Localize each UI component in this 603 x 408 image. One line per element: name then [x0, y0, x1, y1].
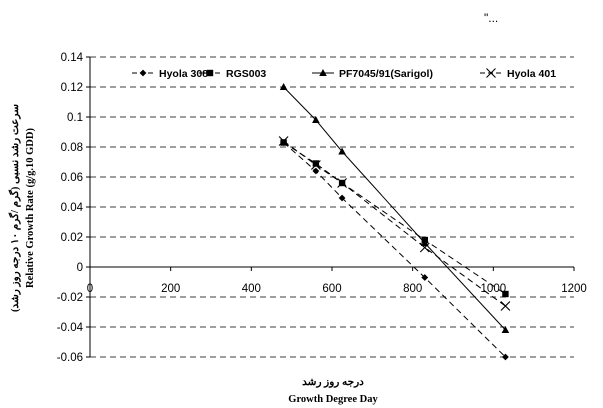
x-axis-title-english: Growth Degree Day	[288, 394, 378, 405]
data-point	[279, 83, 288, 90]
legend-label: Hyola 401	[507, 68, 556, 80]
axes	[86, 56, 575, 358]
y-tick-label: 0.06	[61, 172, 83, 184]
legend-label: RGS003	[226, 68, 266, 80]
x-axis-titles: درجه روز رشد Growth Degree Day	[288, 377, 378, 405]
tick-labels: -0.06 -0.04 -0.02 0 0.02 0.04 0.06 0.08 0.1 0.12 0…	[57, 52, 587, 364]
legend-label: Hyola 308	[159, 68, 208, 80]
data-point	[502, 353, 509, 361]
data-point	[312, 160, 320, 167]
series-line	[283, 86, 506, 331]
y-tick-label: 0.14	[61, 52, 84, 64]
y-axis-title-persian: سرعت رشد نسبی (گرم /گرم ۱۰ درجه روز رشد)	[7, 104, 21, 312]
y-tick-label: -0.04	[57, 322, 84, 334]
data-point	[278, 136, 289, 146]
data-point	[312, 167, 320, 175]
legend-label: PF7045/91(Sarigol)	[339, 68, 433, 80]
data-point	[337, 178, 347, 188]
data-point	[419, 242, 430, 253]
y-axis-titles: سرعت رشد نسبی (گرم /گرم ۱۰ درجه روز رشد)…	[7, 104, 36, 312]
legend-marker	[139, 69, 147, 77]
y-tick-label: -0.06	[57, 352, 83, 364]
legend-marker	[486, 68, 496, 78]
y-tick-label: 0	[77, 262, 83, 274]
data-point	[420, 239, 429, 246]
x-tick-label: 1200	[561, 283, 587, 295]
legend-marker	[206, 69, 214, 77]
data-point	[312, 116, 320, 123]
y-tick-label: 0.1	[67, 112, 83, 124]
x-tick-label: 400	[242, 283, 261, 295]
y-axis-title-english: Relative Growth Rate (g/g.10 GDD)	[25, 128, 36, 288]
y-tick-label: 0.08	[61, 142, 83, 154]
x-tick-label: 200	[161, 283, 180, 295]
data-point	[338, 194, 346, 202]
y-tick-label: 0.12	[61, 82, 83, 94]
y-tick-label: 0.02	[61, 232, 83, 244]
corner-mark: "...	[484, 11, 498, 25]
x-axis-title-persian: درجه روز رشد	[302, 377, 364, 388]
y-tick-label: 0.04	[61, 202, 84, 214]
legend-marker	[319, 69, 327, 76]
y-tick-label: -0.02	[57, 292, 83, 304]
legend: Hyola 308 RGS003 PF7045/91(Sarigol) Hyola 4…	[127, 64, 556, 81]
data-series	[278, 83, 511, 361]
grid-lines	[90, 56, 574, 358]
data-point	[310, 160, 321, 170]
x-tick-label: 0	[87, 283, 93, 295]
data-point	[500, 301, 511, 311]
data-point	[338, 147, 346, 155]
series-line	[283, 142, 506, 358]
x-tick-label: 600	[322, 283, 341, 295]
x-tick-label: 800	[403, 283, 422, 295]
data-point	[501, 326, 510, 333]
data-point	[280, 139, 287, 146]
data-point	[502, 290, 509, 298]
data-point	[421, 274, 429, 281]
